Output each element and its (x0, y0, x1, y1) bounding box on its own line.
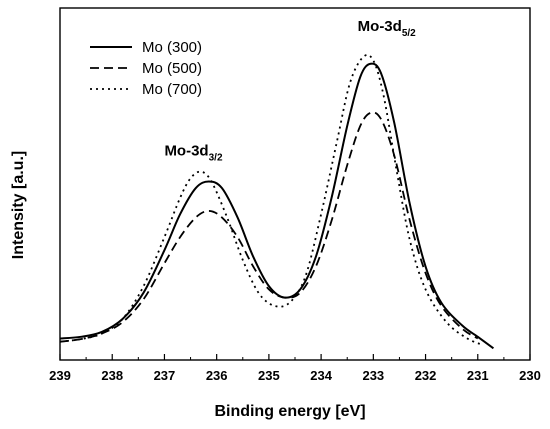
legend-label-2: Mo (700) (142, 81, 202, 98)
x-tick-label: 230 (519, 368, 541, 383)
peak-annotations: Mo-3d3/2 Mo-3d5/2 (164, 18, 416, 163)
x-axis-title: Binding energy [eV] (214, 403, 365, 420)
x-tick-label: 236 (206, 368, 228, 383)
series-line-1 (59, 111, 479, 343)
x-tick-label: 237 (154, 368, 176, 383)
y-axis-title: Intensity [a.u.] (10, 151, 27, 259)
legend-label-1: Mo (500) (142, 60, 202, 77)
plot-lines (59, 53, 495, 350)
series-line-2 (59, 53, 484, 346)
peak-label-1: Mo-3d5/2 (358, 18, 417, 39)
peak-label-0: Mo-3d3/2 (164, 142, 223, 163)
x-tick-label: 233 (362, 368, 384, 383)
plot-frame (59, 7, 531, 361)
x-tick-label: 238 (101, 368, 123, 383)
legend: Mo (300) Mo (500) Mo (700) (90, 39, 202, 98)
series-line-0 (59, 62, 495, 350)
x-tick-label: 239 (49, 368, 71, 383)
legend-label-0: Mo (300) (142, 39, 202, 56)
x-tick-label: 231 (467, 368, 489, 383)
x-tick-label: 235 (258, 368, 280, 383)
x-tick-label: 234 (310, 368, 332, 383)
x-tick-label: 232 (415, 368, 437, 383)
x-axis-ticks: 239 238 237 236 235 234 233 232 231 230 (49, 354, 541, 383)
